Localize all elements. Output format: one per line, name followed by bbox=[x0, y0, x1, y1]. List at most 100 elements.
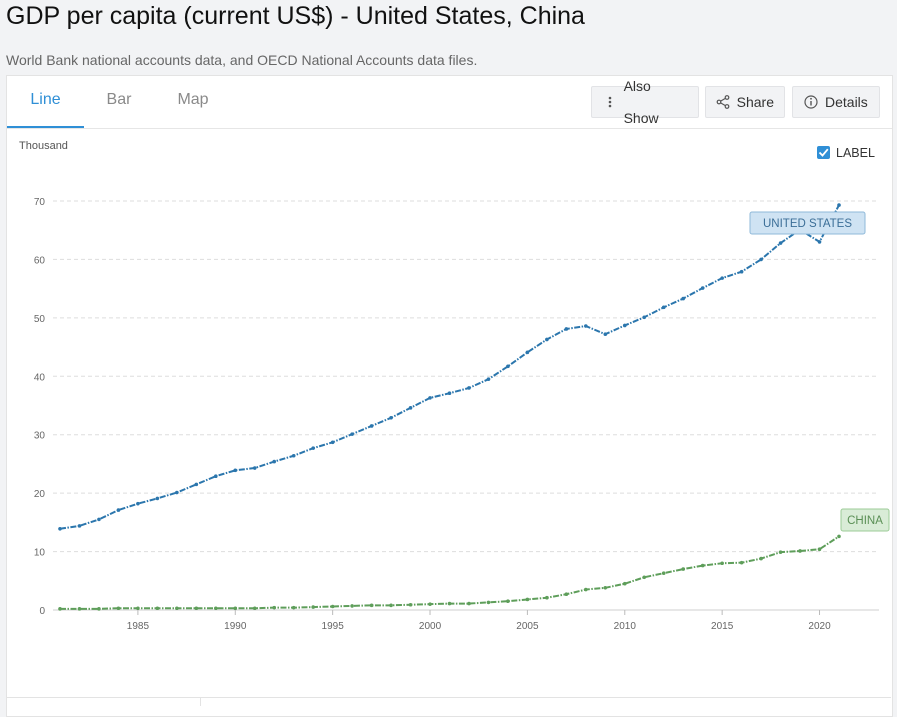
data-point-united-states[interactable] bbox=[272, 459, 277, 464]
data-point-united-states[interactable] bbox=[214, 474, 218, 478]
x-tick-label: 2010 bbox=[614, 621, 637, 632]
data-point-china[interactable] bbox=[447, 601, 452, 606]
series-line-united-states bbox=[59, 204, 840, 530]
tab-bar: Line Bar Map Also Show Share Details bbox=[7, 76, 892, 129]
label-toggle[interactable]: LABEL bbox=[817, 146, 875, 160]
data-point-china[interactable] bbox=[58, 607, 62, 611]
data-point-china[interactable] bbox=[603, 585, 608, 590]
data-point-china[interactable] bbox=[720, 561, 724, 566]
x-tick-label: 2020 bbox=[808, 621, 831, 632]
data-point-china[interactable] bbox=[506, 599, 510, 604]
data-point-china[interactable] bbox=[428, 602, 432, 606]
data-point-china[interactable] bbox=[622, 581, 627, 586]
data-point-united-states[interactable] bbox=[408, 406, 413, 410]
tab-bar-chart[interactable]: Bar bbox=[106, 91, 132, 108]
data-point-united-states[interactable] bbox=[584, 324, 588, 328]
tab-line[interactable]: Line bbox=[7, 76, 84, 128]
data-point-china[interactable] bbox=[291, 605, 296, 610]
data-point-china[interactable] bbox=[642, 575, 647, 580]
data-point-china[interactable] bbox=[525, 597, 530, 602]
data-point-china[interactable] bbox=[77, 607, 82, 611]
data-point-united-states[interactable] bbox=[545, 337, 549, 342]
data-point-united-states[interactable] bbox=[350, 432, 354, 436]
details-label: Details bbox=[825, 94, 868, 110]
data-point-china[interactable] bbox=[116, 606, 121, 611]
data-point-united-states[interactable] bbox=[116, 508, 121, 512]
data-point-china[interactable] bbox=[584, 587, 588, 592]
data-point-united-states[interactable] bbox=[837, 203, 841, 207]
data-point-united-states[interactable] bbox=[661, 305, 666, 310]
data-point-china[interactable] bbox=[837, 534, 841, 539]
data-point-united-states[interactable] bbox=[778, 241, 783, 245]
data-point-united-states[interactable] bbox=[642, 315, 647, 320]
data-point-united-states[interactable] bbox=[622, 323, 627, 328]
series-label-united-states-text: UNITED STATES bbox=[763, 218, 852, 230]
data-point-china[interactable] bbox=[408, 602, 413, 607]
tab-map[interactable]: Map bbox=[177, 91, 209, 108]
share-label: Share bbox=[736, 94, 774, 110]
data-point-united-states[interactable] bbox=[428, 396, 432, 400]
data-point-china[interactable] bbox=[467, 601, 471, 606]
data-point-united-states[interactable] bbox=[564, 327, 569, 331]
data-point-china[interactable] bbox=[252, 606, 257, 611]
data-point-united-states[interactable] bbox=[603, 332, 608, 337]
data-point-united-states[interactable] bbox=[194, 482, 199, 487]
data-point-china[interactable] bbox=[545, 595, 549, 600]
data-point-china[interactable] bbox=[175, 606, 179, 611]
data-point-china[interactable] bbox=[194, 606, 199, 611]
data-point-united-states[interactable] bbox=[175, 490, 179, 495]
data-point-china[interactable] bbox=[330, 604, 335, 609]
series-label-china-text: CHINA bbox=[847, 515, 883, 527]
data-point-united-states[interactable] bbox=[506, 364, 510, 369]
data-point-china[interactable] bbox=[778, 550, 783, 554]
data-point-united-states[interactable] bbox=[486, 377, 491, 382]
data-point-united-states[interactable] bbox=[525, 350, 530, 355]
data-point-china[interactable] bbox=[817, 547, 822, 552]
data-point-united-states[interactable] bbox=[817, 240, 822, 244]
data-point-china[interactable] bbox=[759, 556, 763, 561]
data-point-china[interactable] bbox=[233, 606, 238, 611]
data-point-united-states[interactable] bbox=[252, 466, 257, 470]
data-point-china[interactable] bbox=[272, 605, 277, 610]
data-point-china[interactable] bbox=[155, 606, 160, 611]
data-point-china[interactable] bbox=[700, 563, 705, 568]
data-point-china[interactable] bbox=[564, 592, 569, 597]
page-title: GDP per capita (current US$) - United St… bbox=[6, 2, 585, 30]
data-point-china[interactable] bbox=[350, 604, 354, 608]
data-point-china[interactable] bbox=[369, 603, 374, 608]
data-point-china[interactable] bbox=[311, 605, 315, 609]
data-point-united-states[interactable] bbox=[739, 269, 744, 274]
data-point-china[interactable] bbox=[97, 607, 101, 611]
data-point-united-states[interactable] bbox=[136, 501, 140, 506]
data-point-united-states[interactable] bbox=[311, 446, 315, 450]
data-point-china[interactable] bbox=[214, 606, 218, 611]
data-point-china[interactable] bbox=[136, 606, 140, 611]
data-point-united-states[interactable] bbox=[58, 526, 62, 531]
also-show-button[interactable]: Also Show bbox=[591, 78, 699, 126]
data-point-china[interactable] bbox=[798, 549, 802, 553]
data-point-united-states[interactable] bbox=[700, 286, 705, 290]
data-point-united-states[interactable] bbox=[681, 296, 685, 301]
share-button[interactable]: Share bbox=[705, 86, 785, 118]
data-point-united-states[interactable] bbox=[77, 524, 82, 528]
data-point-united-states[interactable] bbox=[233, 468, 238, 473]
data-point-united-states[interactable] bbox=[291, 453, 296, 458]
data-point-china[interactable] bbox=[739, 560, 744, 565]
data-point-united-states[interactable] bbox=[720, 276, 724, 280]
data-point-united-states[interactable] bbox=[467, 386, 471, 390]
data-point-china[interactable] bbox=[486, 600, 491, 605]
series-line-china bbox=[60, 535, 840, 610]
data-point-united-states[interactable] bbox=[447, 391, 452, 396]
data-point-china[interactable] bbox=[389, 603, 393, 608]
data-point-united-states[interactable] bbox=[369, 424, 374, 428]
y-tick-label: 70 bbox=[34, 197, 46, 208]
data-point-china[interactable] bbox=[681, 567, 685, 571]
data-point-united-states[interactable] bbox=[389, 415, 393, 420]
data-point-united-states[interactable] bbox=[97, 517, 101, 522]
label-checkbox[interactable] bbox=[817, 146, 830, 159]
data-point-united-states[interactable] bbox=[759, 257, 763, 262]
details-button[interactable]: Details bbox=[792, 86, 880, 118]
data-point-united-states[interactable] bbox=[155, 496, 160, 501]
data-point-china[interactable] bbox=[661, 571, 666, 575]
data-point-united-states[interactable] bbox=[330, 440, 335, 445]
